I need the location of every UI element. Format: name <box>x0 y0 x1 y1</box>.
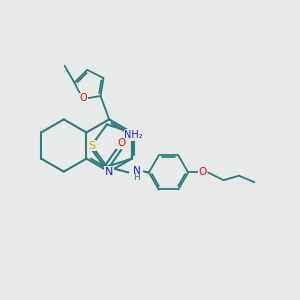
Text: S: S <box>88 140 95 151</box>
Text: 2: 2 <box>139 133 144 142</box>
Text: O: O <box>80 93 87 103</box>
Text: N: N <box>105 167 113 177</box>
Text: NH: NH <box>126 130 141 140</box>
Text: N: N <box>133 166 141 176</box>
Text: H: H <box>133 173 140 182</box>
Text: NH₂: NH₂ <box>124 130 143 140</box>
Text: O: O <box>117 138 125 148</box>
Text: O: O <box>198 167 206 178</box>
